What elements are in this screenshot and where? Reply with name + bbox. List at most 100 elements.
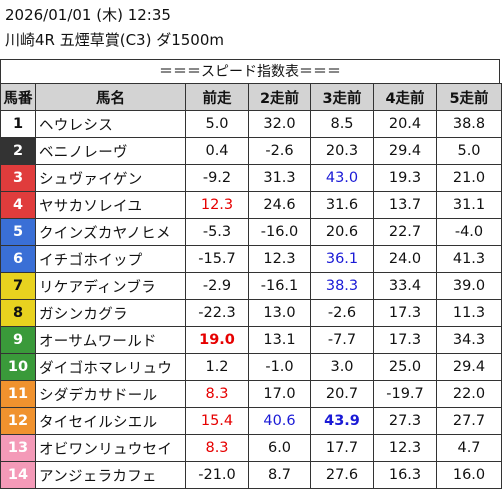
speed-index-cell: -7.7	[310, 326, 374, 354]
col-header-2ago: 2走前	[248, 83, 311, 111]
horse-name: ダイゴホマレリュウ	[35, 353, 186, 381]
speed-index-cell: 6.0	[248, 434, 311, 462]
speed-index-cell: 22.7	[373, 218, 437, 246]
speed-index-cell: -21.0	[185, 461, 249, 489]
speed-index-cell: -5.3	[185, 218, 249, 246]
speed-index-cell: 38.3	[310, 272, 374, 300]
speed-index-cell: 17.7	[310, 434, 374, 462]
speed-index-cell: 38.8	[436, 110, 502, 138]
race-title: 川崎4R 五煙草賞(C3) ダ1500m	[5, 31, 225, 49]
horse-name: タイセイルシエル	[35, 407, 186, 435]
speed-index-cell: 8.5	[310, 110, 374, 138]
horse-number-badge: 4	[0, 191, 36, 219]
speed-index-cell: 1.2	[185, 353, 249, 381]
speed-index-cell: 17.3	[373, 326, 437, 354]
table-row: 2 ベニノレーヴ 0.4 -2.6 20.3 29.4 5.0	[0, 137, 502, 165]
horse-number-badge: 9	[0, 326, 36, 354]
horse-number-badge: 2	[0, 137, 36, 165]
horse-name: シュヴァイゲン	[35, 164, 186, 192]
speed-index-cell: 11.3	[436, 299, 502, 327]
table-row: 11 シダデカサドール 8.3 17.0 20.7 -19.7 22.0	[0, 380, 502, 408]
speed-index-cell: 17.0	[248, 380, 311, 408]
speed-index-cell: 25.0	[373, 353, 437, 381]
horse-number-badge: 5	[0, 218, 36, 246]
table-row: 7 リケアディンブラ -2.9 -16.1 38.3 33.4 39.0	[0, 272, 502, 300]
speed-index-cell: -4.0	[436, 218, 502, 246]
speed-index-cell: 12.3	[373, 434, 437, 462]
speed-index-cell: 36.1	[310, 245, 374, 273]
table-row: 12 タイセイルシエル 15.4 40.6 43.9 27.3 27.7	[0, 407, 502, 435]
speed-index-cell: 34.3	[436, 326, 502, 354]
speed-index-cell: 24.0	[373, 245, 437, 273]
speed-index-cell: 20.7	[310, 380, 374, 408]
speed-index-cell: 12.3	[185, 191, 249, 219]
horse-number-badge: 14	[0, 461, 36, 489]
speed-index-cell: 40.6	[248, 407, 311, 435]
speed-index-cell: 24.6	[248, 191, 311, 219]
speed-index-cell: -2.6	[310, 299, 374, 327]
speed-index-cell: 32.0	[248, 110, 311, 138]
speed-index-cell: 39.0	[436, 272, 502, 300]
speed-index-cell: -9.2	[185, 164, 249, 192]
horse-name: シダデカサドール	[35, 380, 186, 408]
speed-index-cell: 22.0	[436, 380, 502, 408]
speed-index-cell: 20.3	[310, 137, 374, 165]
col-header-number: 馬番	[0, 83, 36, 111]
horse-name: イチゴホイップ	[35, 245, 186, 273]
speed-index-cell: -22.3	[185, 299, 249, 327]
speed-index-cell: 29.4	[373, 137, 437, 165]
horse-number-badge: 12	[0, 407, 36, 435]
speed-index-cell: 16.0	[436, 461, 502, 489]
speed-index-cell: 0.4	[185, 137, 249, 165]
table-row: 9 オーサムワールド 19.0 13.1 -7.7 17.3 34.3	[0, 326, 502, 354]
speed-index-cell: 5.0	[436, 137, 502, 165]
speed-index-cell: 13.0	[248, 299, 311, 327]
col-header-5ago: 5走前	[436, 83, 502, 111]
horse-name: クインズカヤノヒメ	[35, 218, 186, 246]
table-row: 3 シュヴァイゲン -9.2 31.3 43.0 19.3 21.0	[0, 164, 502, 192]
speed-index-cell: 8.7	[248, 461, 311, 489]
horse-name: アンジェラカフェ	[35, 461, 186, 489]
horse-name: オビワンリュウセイ	[35, 434, 186, 462]
speed-index-cell: 31.1	[436, 191, 502, 219]
col-header-last: 前走	[185, 83, 249, 111]
speed-index-cell: 19.0	[185, 326, 249, 354]
horse-number-badge: 11	[0, 380, 36, 408]
horse-name: ベニノレーヴ	[35, 137, 186, 165]
speed-index-banner: ＝＝＝スピード指数表＝＝＝	[0, 59, 500, 83]
table-row: 8 ガシンカグラ -22.3 13.0 -2.6 17.3 11.3	[0, 299, 502, 327]
speed-index-cell: 4.7	[436, 434, 502, 462]
speed-index-cell: 12.3	[248, 245, 311, 273]
table-row: 4 ヤサカソレイユ 12.3 24.6 31.6 13.7 31.1	[0, 191, 502, 219]
horse-name: ガシンカグラ	[35, 299, 186, 327]
speed-index-cell: 33.4	[373, 272, 437, 300]
horse-number-badge: 10	[0, 353, 36, 381]
horse-name: ヤサカソレイユ	[35, 191, 186, 219]
speed-index-cell: 27.6	[310, 461, 374, 489]
col-header-3ago: 3走前	[310, 83, 374, 111]
col-header-name: 馬名	[35, 83, 186, 111]
speed-index-cell: 31.6	[310, 191, 374, 219]
horse-number-badge: 6	[0, 245, 36, 273]
horse-name: ヘウレシス	[35, 110, 186, 138]
speed-index-cell: 43.0	[310, 164, 374, 192]
speed-index-cell: 27.7	[436, 407, 502, 435]
speed-index-cell: 43.9	[310, 407, 374, 435]
speed-index-cell: 13.7	[373, 191, 437, 219]
speed-index-cell: 8.3	[185, 434, 249, 462]
race-datetime: 2026/01/01 (木) 12:35	[5, 6, 171, 24]
speed-index-cell: 20.4	[373, 110, 437, 138]
speed-index-cell: 16.3	[373, 461, 437, 489]
speed-index-cell: 15.4	[185, 407, 249, 435]
speed-index-cell: 27.3	[373, 407, 437, 435]
speed-index-cell: 13.1	[248, 326, 311, 354]
speed-index-cell: -16.0	[248, 218, 311, 246]
table-header-row: 馬番 馬名 前走 2走前 3走前 4走前 5走前	[0, 83, 502, 111]
speed-index-cell: -16.1	[248, 272, 311, 300]
speed-index-cell: 17.3	[373, 299, 437, 327]
speed-index-cell: 5.0	[185, 110, 249, 138]
speed-index-cell: 8.3	[185, 380, 249, 408]
speed-index-cell: 20.6	[310, 218, 374, 246]
table-row: 14 アンジェラカフェ -21.0 8.7 27.6 16.3 16.0	[0, 461, 502, 489]
speed-index-table: 馬番 馬名 前走 2走前 3走前 4走前 5走前 1 ヘウレシス 5.0 32.0 8.…	[0, 83, 502, 489]
